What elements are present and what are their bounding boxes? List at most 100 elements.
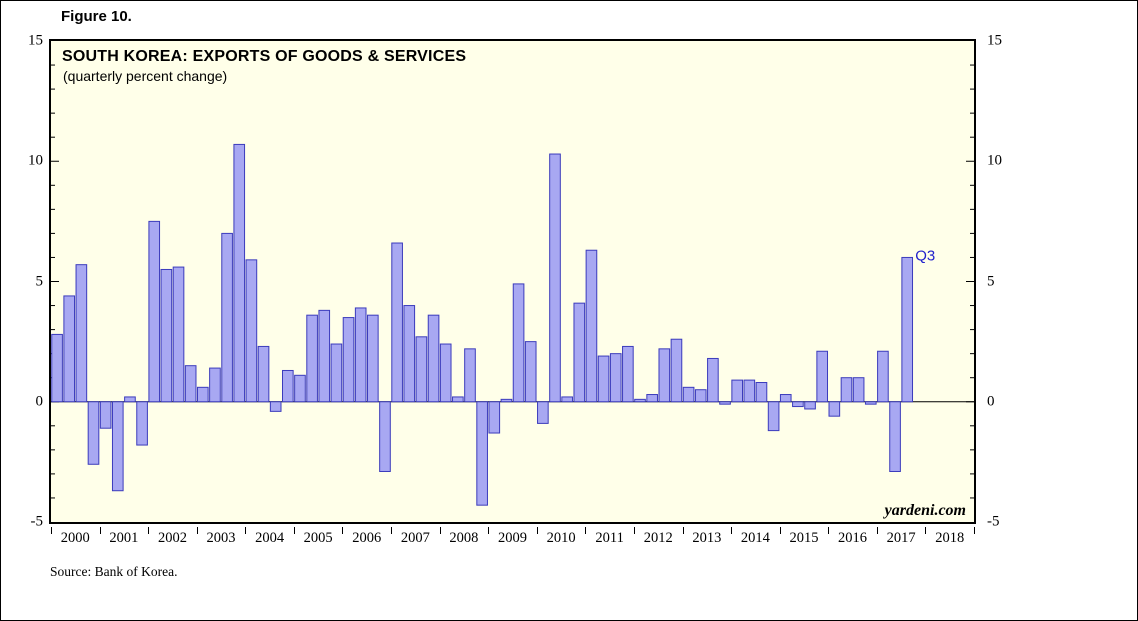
chart-title: SOUTH KOREA: EXPORTS OF GOODS & SERVICES — [62, 48, 467, 65]
year-tick — [196, 527, 198, 534]
chart-subtitle: (quarterly percent change) — [63, 68, 228, 84]
bar-2004Q4 — [282, 369, 294, 403]
year-tick — [293, 527, 295, 534]
year-tick — [245, 527, 247, 534]
bar-2009Q1 — [488, 401, 501, 434]
y-tick-label: 10 — [28, 152, 43, 169]
bar-2002Q2 — [160, 268, 173, 403]
year-tick — [876, 527, 878, 534]
plot-area: SOUTH KOREA: EXPORTS OF GOODS & SERVICES… — [49, 39, 976, 524]
year-tick — [148, 527, 150, 534]
year-label: 2013 — [692, 530, 722, 546]
bar-2012Q2 — [646, 394, 658, 403]
bar-2007Q2 — [403, 305, 416, 403]
bar-2016Q2 — [840, 377, 853, 403]
y-tick-label: 15 — [28, 32, 43, 49]
bar-2004Q3 — [269, 401, 282, 412]
bar-2010Q2 — [549, 153, 561, 403]
year-tick — [828, 527, 830, 534]
bar-2011Q2 — [597, 355, 610, 403]
year-label: 2015 — [789, 530, 819, 546]
x-axis: 2000 2001 2002 2003 2004 2005 2006 2007 2008 2009… — [49, 526, 976, 550]
bar-2003Q4 — [233, 143, 246, 403]
bar-2016Q1 — [828, 401, 841, 417]
figure-label: Figure 10. — [61, 8, 132, 25]
bar-2000Q3 — [75, 264, 88, 403]
bar-2012Q1 — [634, 398, 646, 403]
bar-2004Q2 — [257, 345, 270, 403]
year-tick — [99, 527, 101, 534]
y-tick-label: 10 — [987, 152, 1002, 169]
bar-2015Q3 — [804, 401, 816, 410]
y-tick-label: 0 — [35, 393, 44, 410]
bar-2013Q3 — [707, 357, 719, 403]
year-tick — [51, 527, 52, 534]
bar-2000Q4 — [87, 401, 100, 465]
year-label: 2014 — [740, 530, 770, 546]
bar-2003Q3 — [221, 232, 233, 403]
y-tick-label: 15 — [987, 32, 1002, 49]
year-label: 2007 — [400, 530, 430, 546]
bar-2005Q3 — [318, 309, 331, 403]
chart-canvas — [51, 64, 974, 506]
bar-2006Q1 — [342, 317, 355, 403]
bar-2008Q1 — [439, 343, 452, 403]
bar-2003Q2 — [209, 367, 221, 403]
bar-2017Q1 — [877, 350, 889, 403]
year-tick — [536, 527, 538, 534]
year-label: 2008 — [449, 530, 479, 546]
year-tick — [439, 527, 441, 534]
year-label: 2017 — [886, 530, 916, 546]
bar-2015Q1 — [779, 394, 792, 403]
year-tick — [391, 527, 393, 534]
bar-2007Q4 — [427, 314, 440, 403]
bar-2008Q3 — [464, 348, 476, 403]
year-tick — [731, 527, 733, 534]
year-label: 2003 — [206, 530, 236, 546]
bar-2001Q4 — [136, 401, 148, 446]
year-label: 2010 — [546, 530, 576, 546]
bar-2016Q4 — [864, 401, 877, 405]
bar-2015Q2 — [792, 401, 804, 408]
bar-2014Q2 — [743, 379, 756, 403]
bar-2011Q3 — [609, 353, 622, 403]
y-tick-label: 5 — [987, 273, 995, 289]
year-tick — [682, 527, 684, 534]
year-label: 2005 — [303, 530, 333, 546]
bar-2000Q2 — [63, 295, 76, 403]
year-tick — [585, 527, 587, 534]
bar-2010Q3 — [561, 396, 573, 403]
y-axis-right: -5 0 5 10 15 — [982, 33, 1024, 529]
year-label: 2000 — [60, 530, 90, 546]
y-tick-label: 5 — [35, 273, 44, 289]
bar-2008Q2 — [452, 396, 464, 403]
year-tick — [633, 527, 635, 534]
bar-2016Q3 — [852, 377, 865, 403]
bar-2004Q1 — [245, 259, 258, 403]
year-label: 2018 — [935, 530, 965, 546]
bar-2005Q2 — [306, 314, 318, 403]
year-label: 2011 — [595, 530, 624, 546]
year-label: 2009 — [498, 530, 527, 546]
year-label: 2002 — [157, 530, 187, 546]
year-label: 2006 — [352, 530, 382, 546]
bar-2007Q1 — [391, 242, 403, 403]
bar-2005Q1 — [294, 374, 306, 403]
year-tick — [488, 527, 490, 534]
year-tick — [342, 527, 344, 534]
bar-2007Q3 — [415, 336, 428, 403]
year-label: 2001 — [109, 530, 139, 546]
y-axis-left: -5 0 5 10 15 — [1, 33, 44, 529]
bar-2003Q1 — [196, 386, 209, 403]
year-tick — [974, 527, 975, 534]
bar-2001Q2 — [111, 401, 124, 492]
bar-2014Q3 — [755, 382, 768, 403]
source-note: Source: Bank of Korea. — [50, 564, 178, 579]
y-tick-label: -5 — [30, 513, 44, 530]
bar-2006Q4 — [379, 401, 391, 472]
bar-2014Q1 — [731, 379, 743, 403]
bar-2002Q4 — [184, 365, 197, 403]
bar-2005Q4 — [330, 343, 343, 403]
bar-2006Q3 — [367, 314, 379, 403]
